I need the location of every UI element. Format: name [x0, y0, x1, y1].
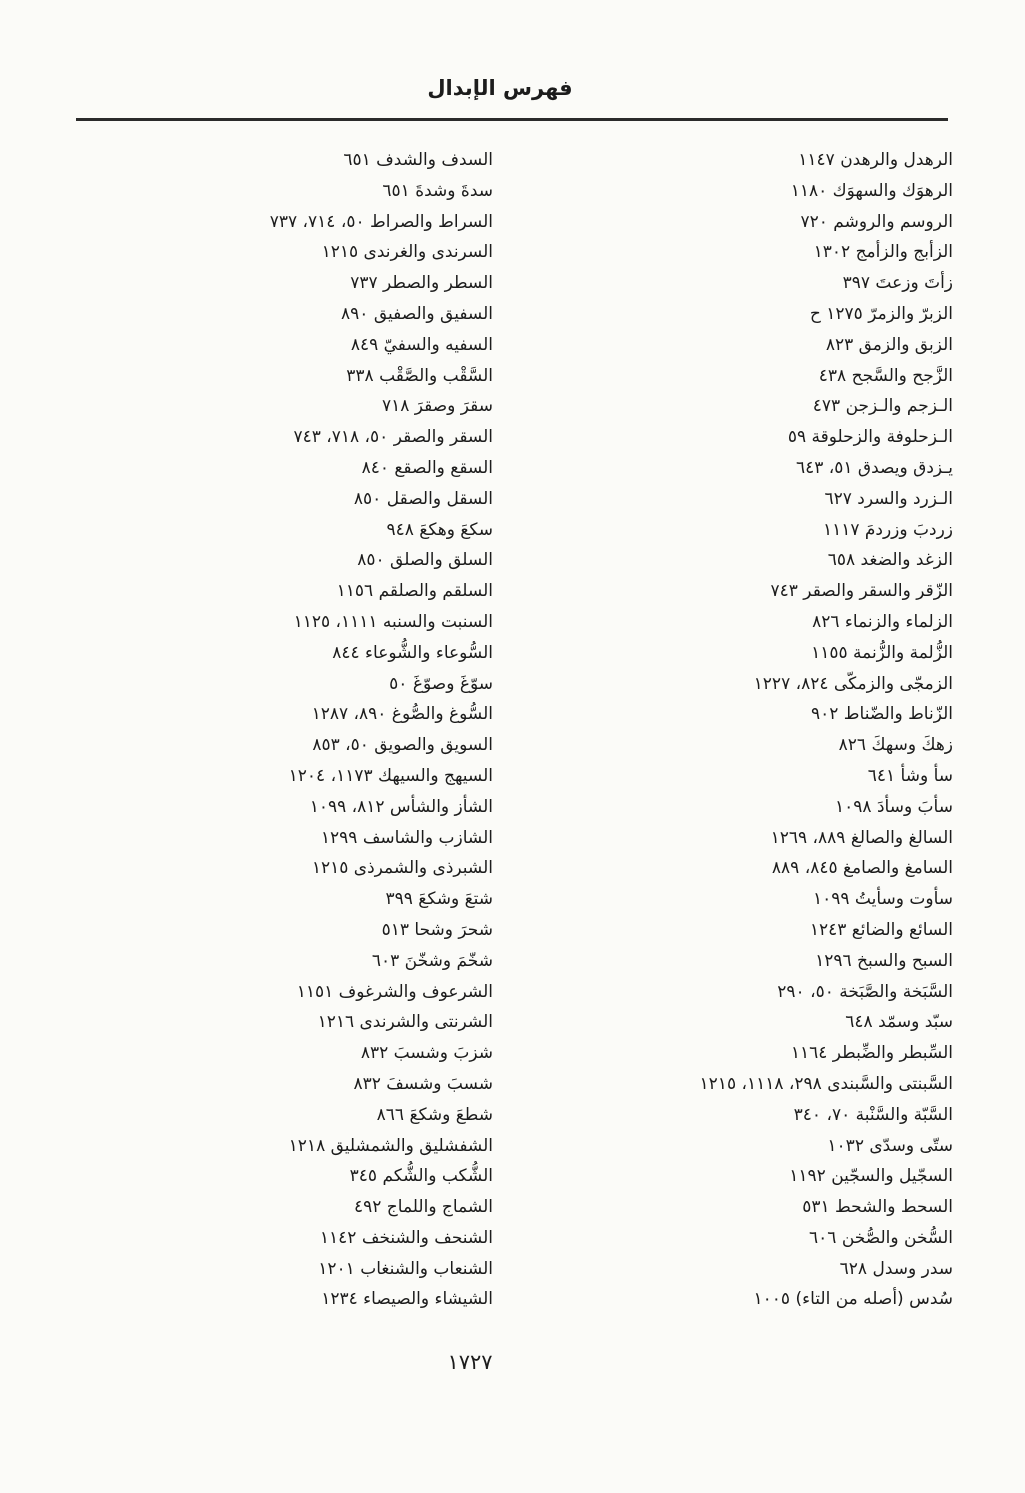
index-entry: السُّوعاء والشُّوعاء ٨٤٤: [332, 642, 493, 663]
index-entry: الشرنتى والشرندى ١٢١٦: [317, 1012, 493, 1033]
index-entry: شتعَ وشكعَ ٣٩٩: [385, 889, 493, 910]
index-entry: السراط والصراط ٥٠، ٧١٤، ٧٣٧: [269, 211, 493, 232]
index-entry: السرندى والغرندى ١٢١٥: [321, 242, 493, 263]
index-entry: السلق والصلق ٨٥٠: [357, 550, 493, 571]
index-entry: شحرَ وشحا ٥١٣: [381, 919, 493, 940]
header-rule: [76, 118, 948, 121]
index-entry: السالغ والصالغ ٨٨٩، ١٢٦٩: [770, 827, 953, 848]
index-entry: شطعَ وشكعَ ٨٦٦: [376, 1104, 493, 1125]
index-entry: السفيه والسفيّ ٨٤٩: [350, 334, 493, 355]
index-entry: السائع والضائع ١٢٤٣: [809, 919, 953, 940]
index-entry: الزّقر والسقر والصقر ٧٤٣: [770, 581, 954, 602]
index-entry: السَّبَخة والصَّبَخة ٥٠، ٢٩٠: [777, 981, 953, 1002]
index-entry: السَّقْب والصَّقْب ٣٣٨: [346, 365, 493, 386]
index-entry: الشرعوف والشرغوف ١١٥١: [296, 981, 493, 1002]
index-entry: الزلماء والزنماء ٨٢٦: [812, 611, 953, 632]
index-entry: السقر والصقر ٥٠، ٧١٨، ٧٤٣: [293, 427, 493, 448]
index-entry: زأتَ وزعتَ ٣٩٧: [842, 273, 953, 294]
index-entry: السَّبّة والسَّنْبة ٧٠، ٣٤٠: [793, 1104, 953, 1125]
index-entry: السنبت والسنبه ١١١١، ١١٢٥: [293, 611, 493, 632]
index-entry: السطر والصطر ٧٣٧: [350, 273, 493, 294]
index-entry: الرهوَك والسهوَك ١١٨٠: [790, 180, 953, 201]
index-entry: السلقم والصلقم ١١٥٦: [336, 581, 493, 602]
index-entry: الشبرذى والشمرذى ١٢١٥: [311, 858, 493, 879]
index-entry: زهكَ وسهكَ ٨٢٦: [838, 735, 953, 756]
index-entry: الزَّجح والسَّجح ٤٣٨: [818, 365, 953, 386]
index-left-column: السدف والشدف ٦٥١ سدةَ وشدةَ ٦٥١ السراط و…: [128, 145, 493, 1315]
index-entry: سوّغَ وصوّغَ ٥٠: [389, 673, 493, 694]
index-entry: الزبق والزمق ٨٢٣: [825, 334, 953, 355]
index-entry: الزُّلمة والزُّنمة ١١٥٥: [811, 642, 953, 663]
index-entry: الـزجم والـزجن ٤٧٣: [812, 396, 953, 417]
index-entry: الشأز والشأس ٨١٢، ١٠٩٩: [309, 796, 493, 817]
index-entry: ستّى وسدّى ١٠٣٢: [827, 1135, 953, 1156]
index-entry: الزّناط والضّناط ٩٠٢: [810, 704, 953, 725]
index-entry: الشُّكب والشُّكم ٣٤٥: [349, 1166, 493, 1187]
index-entry: السَّبنتى والسَّبندى ٢٩٨، ١١١٨، ١٢١٥: [699, 1073, 953, 1094]
index-entry: الشماج واللماج ٤٩٢: [354, 1197, 493, 1218]
index-entry: السفيق والصفيق ٨٩٠: [341, 303, 493, 324]
page-header-title: فهرس الإبدال: [427, 76, 573, 100]
index-entry: سكعَ وهكعَ ٩٤٨: [386, 519, 493, 540]
index-entry: سُدس (أصله من التاء) ١٠٠٥: [753, 1289, 953, 1310]
index-entry: الزمجّى والزمكّى ٨٢٤، ١٢٢٧: [753, 673, 953, 694]
index-entry: شزبَ وشسبَ ٨٣٢: [360, 1043, 493, 1064]
index-right-column: الرهدل والرهدن ١١٤٧ الرهوَك والسهوَك ١١٨…: [588, 145, 953, 1315]
index-entry: سأ وشأ ٦٤١: [867, 765, 953, 786]
index-entry: الزبرّ والزمرّ ١٢٧٥ ح: [809, 303, 953, 324]
index-entry: السيهج والسيهك ١١٧٣، ١٢٠٤: [288, 765, 493, 786]
index-entry: الزأبج والزأمج ١٣٠٢: [813, 242, 953, 263]
index-entry: سدر وسدل ٦٢٨: [839, 1258, 953, 1279]
index-entry: السقل والصقل ٨٥٠: [353, 488, 493, 509]
index-entry: سقرَ وصقرَ ٧١٨: [381, 396, 493, 417]
index-entry: الشنحف والشنخف ١١٤٢: [319, 1227, 493, 1248]
index-entry: السِّبطر والضِّبطر ١١٦٤: [790, 1043, 953, 1064]
index-entry: يـزدق ويصدق ٥١، ٦٤٣: [795, 457, 953, 478]
index-entry: السُّخن والصُّخن ٦٠٦: [809, 1227, 953, 1248]
index-entry: الروسم والروشم ٧٢٠: [800, 211, 953, 232]
index-entry: الشفشليق والشمشليق ١٢١٨: [288, 1135, 493, 1156]
index-entry: السدف والشدف ٦٥١: [343, 150, 493, 170]
index-entry: الشنعاب والشنغاب ١٢٠١: [318, 1258, 493, 1279]
index-entry: الرهدل والرهدن ١١٤٧: [798, 150, 953, 170]
index-entry: السقع والصقع ٨٤٠: [361, 457, 493, 478]
index-entry: السجّيل والسجّين ١١٩٢: [789, 1166, 953, 1187]
index-entry: الـزحلوفة والزحلوقة ٥٩: [787, 427, 953, 448]
index-entry: الشازب والشاسف ١٢٩٩: [320, 827, 493, 848]
index-entry: السحط والشحط ٥٣١: [802, 1197, 953, 1218]
index-entry: سبّد وسمّد ٦٤٨: [845, 1012, 953, 1033]
index-entry: الشيشاء والصيصاء ١٢٣٤: [321, 1289, 493, 1310]
index-entry: شسبَ وشسفَ ٨٣٢: [353, 1073, 493, 1094]
index-entry: الزغد والضغد ٦٥٨: [827, 550, 953, 571]
index-entry: سأوت وسأيتُ ١٠٩٩: [812, 889, 953, 910]
index-entry: سأبَ وسأدَ ١٠٩٨: [835, 796, 953, 817]
index-entry: السامغ والصامغ ٨٤٥، ٨٨٩: [771, 858, 953, 879]
index-entry: شخّمَ وشخّنَ ٦٠٣: [371, 950, 493, 971]
index-entry: السويق والصويق ٥٠، ٨٥٣: [312, 735, 493, 756]
index-entry: السبح والسبخ ١٢٩٦: [815, 950, 953, 971]
index-entry: السُّوغ والصُّوغ ٨٩٠، ١٢٨٧: [311, 704, 493, 725]
page-number: ١٧٢٧: [447, 1350, 493, 1374]
index-entry: زردبَ وزردمَ ١١١٧: [822, 519, 953, 540]
index-entry: سدةَ وشدةَ ٦٥١: [382, 180, 493, 201]
index-entry: الـزرد والسرد ٦٢٧: [824, 488, 954, 509]
